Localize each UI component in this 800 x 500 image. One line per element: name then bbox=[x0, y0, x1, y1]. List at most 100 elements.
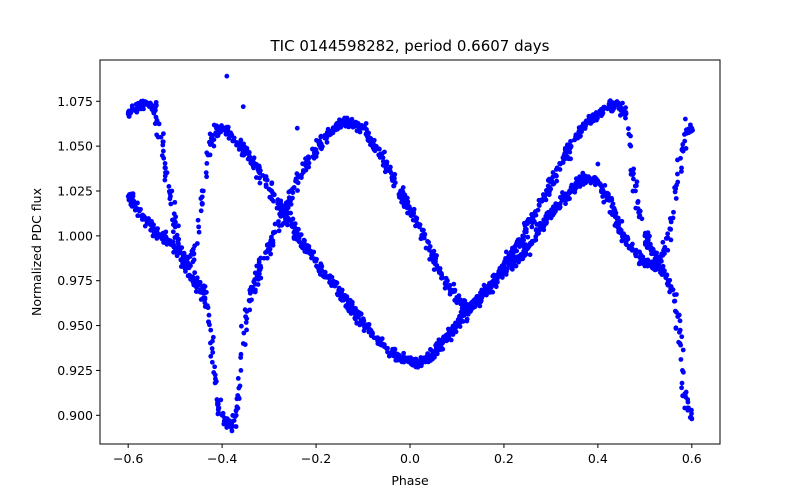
data-point bbox=[172, 199, 178, 205]
x-tick-label: −0.4 bbox=[207, 451, 237, 466]
data-point bbox=[668, 286, 674, 292]
data-point bbox=[161, 131, 166, 137]
data-point bbox=[206, 319, 211, 325]
data-point bbox=[364, 127, 369, 132]
data-point bbox=[542, 193, 547, 199]
data-point bbox=[164, 241, 170, 247]
data-point bbox=[553, 202, 559, 208]
data-point bbox=[443, 332, 449, 338]
data-point bbox=[170, 229, 176, 235]
data-point bbox=[637, 259, 643, 265]
data-point bbox=[491, 281, 497, 287]
data-point bbox=[430, 252, 436, 257]
data-point bbox=[212, 372, 218, 378]
data-point bbox=[404, 195, 410, 201]
data-point bbox=[386, 168, 392, 174]
data-point bbox=[384, 161, 390, 167]
data-point bbox=[467, 306, 473, 312]
data-point bbox=[204, 174, 210, 180]
data-point bbox=[543, 197, 549, 203]
data-point bbox=[196, 229, 202, 235]
data-point bbox=[185, 265, 191, 271]
data-point bbox=[168, 201, 174, 207]
data-point bbox=[418, 355, 424, 360]
data-point bbox=[252, 277, 258, 282]
data-point bbox=[162, 177, 168, 183]
data-point bbox=[159, 153, 165, 158]
data-point bbox=[673, 325, 679, 331]
data-point bbox=[324, 139, 330, 145]
data-point bbox=[250, 158, 255, 164]
data-point bbox=[368, 329, 374, 334]
data-point bbox=[152, 121, 158, 127]
data-point bbox=[677, 327, 683, 333]
data-point bbox=[527, 252, 533, 258]
data-point bbox=[550, 181, 556, 187]
data-point bbox=[181, 254, 187, 260]
data-point bbox=[411, 210, 417, 215]
data-point bbox=[547, 178, 553, 184]
data-point bbox=[269, 234, 274, 240]
data-point bbox=[160, 148, 166, 154]
data-point bbox=[291, 234, 297, 240]
data-point bbox=[399, 355, 404, 361]
data-point bbox=[422, 355, 427, 361]
data-point bbox=[611, 105, 617, 111]
data-point bbox=[533, 234, 539, 239]
data-point bbox=[283, 200, 289, 206]
data-point bbox=[363, 121, 369, 126]
data-point bbox=[239, 152, 245, 158]
data-point bbox=[401, 359, 407, 365]
data-point bbox=[402, 355, 408, 360]
data-points bbox=[125, 73, 695, 434]
outlier-point bbox=[567, 188, 573, 194]
data-point bbox=[263, 174, 269, 179]
data-point bbox=[199, 188, 205, 194]
data-point bbox=[235, 405, 241, 411]
data-point bbox=[630, 241, 635, 247]
data-point bbox=[317, 271, 323, 277]
data-point bbox=[460, 304, 465, 310]
data-point bbox=[582, 175, 588, 181]
data-point bbox=[645, 234, 651, 240]
data-point bbox=[235, 393, 241, 398]
data-point bbox=[377, 146, 382, 152]
y-tick-label: 1.050 bbox=[57, 139, 93, 154]
data-point bbox=[257, 267, 263, 273]
data-point bbox=[372, 148, 378, 154]
data-point bbox=[155, 226, 160, 232]
data-point bbox=[212, 364, 218, 370]
data-point bbox=[343, 303, 349, 309]
data-point bbox=[572, 137, 577, 143]
data-point bbox=[128, 198, 133, 204]
data-point bbox=[204, 161, 210, 166]
data-point bbox=[679, 380, 685, 386]
data-point bbox=[682, 116, 688, 122]
data-point bbox=[399, 194, 405, 200]
data-point bbox=[415, 222, 421, 227]
data-point bbox=[147, 221, 153, 227]
data-point bbox=[285, 222, 290, 228]
data-point bbox=[146, 216, 151, 221]
data-point bbox=[126, 114, 132, 119]
data-point bbox=[338, 292, 344, 298]
data-point bbox=[241, 330, 247, 336]
data-point bbox=[254, 263, 260, 269]
data-point bbox=[623, 115, 628, 121]
data-point bbox=[272, 221, 278, 227]
data-point bbox=[154, 233, 160, 239]
data-point bbox=[508, 251, 514, 256]
data-point bbox=[628, 133, 633, 139]
data-point bbox=[679, 385, 684, 391]
data-point bbox=[616, 225, 622, 231]
data-point bbox=[678, 357, 684, 362]
data-point bbox=[536, 197, 542, 203]
data-point bbox=[171, 249, 177, 255]
data-point bbox=[425, 351, 431, 357]
data-point bbox=[270, 240, 276, 246]
data-point bbox=[565, 194, 571, 200]
data-point bbox=[505, 266, 510, 271]
data-point bbox=[294, 171, 300, 177]
data-point bbox=[689, 411, 694, 416]
data-point bbox=[415, 361, 420, 367]
